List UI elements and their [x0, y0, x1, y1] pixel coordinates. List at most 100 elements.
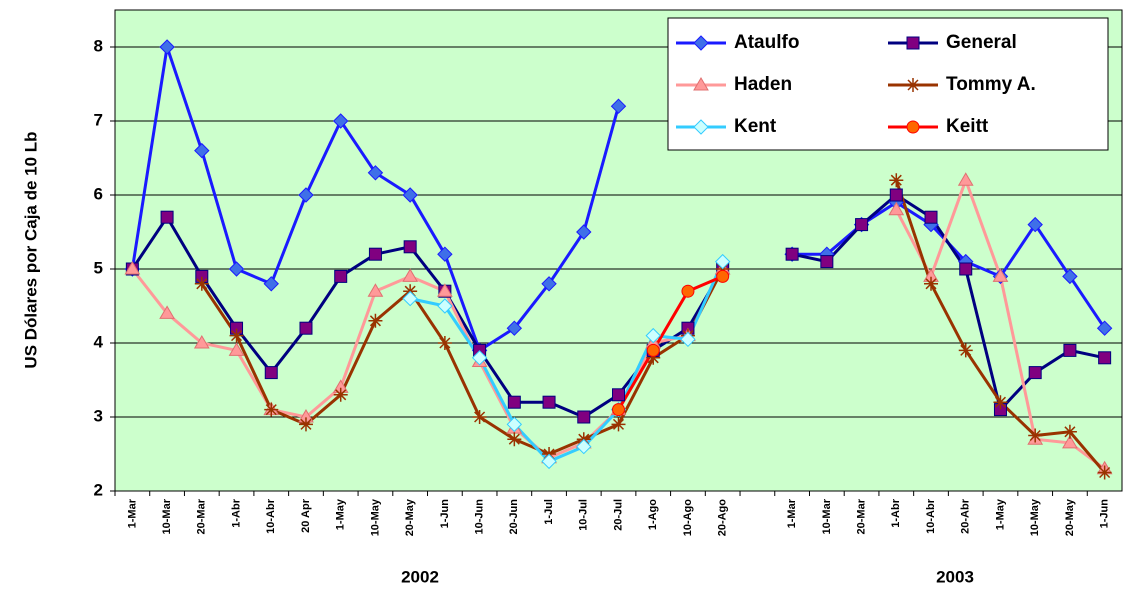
marker — [680, 331, 696, 348]
marker — [437, 246, 453, 262]
x-tick-label: 1-May — [335, 498, 347, 530]
x-tick-label: 20-Jul — [612, 499, 624, 531]
x-tick-label: 1-Abr — [890, 498, 902, 527]
marker — [228, 342, 245, 356]
marker — [264, 402, 279, 417]
marker — [576, 438, 592, 455]
marker — [855, 218, 869, 232]
x-tick-label: 20-Ago — [717, 499, 729, 537]
x-tick-label: 1-Jun — [1099, 499, 1111, 529]
series-line — [791, 193, 1105, 413]
x-tick-label: 1-Mar — [786, 498, 798, 528]
marker — [1097, 465, 1112, 480]
marker — [334, 269, 348, 283]
marker — [541, 453, 557, 470]
y-tick-label: 6 — [94, 184, 103, 203]
x-tick-label: 1-Jun — [439, 499, 451, 529]
marker — [368, 247, 382, 261]
marker — [889, 188, 903, 202]
marker — [368, 313, 383, 328]
marker — [542, 395, 556, 409]
y-tick-label: 3 — [94, 406, 103, 425]
marker — [646, 350, 661, 365]
marker — [402, 268, 419, 282]
x-tick-label: 20 Apr — [300, 498, 312, 533]
marker — [228, 261, 245, 277]
y-tick-label: 4 — [94, 332, 104, 351]
x-tick-label: 10-Mar — [161, 498, 173, 534]
marker — [298, 417, 313, 432]
marker — [612, 403, 625, 417]
marker — [785, 247, 799, 261]
x-tick-label: 20-Mar — [196, 498, 208, 534]
marker — [957, 172, 974, 186]
marker — [1062, 424, 1077, 439]
series-line — [409, 260, 725, 464]
legend-label: Kent — [734, 116, 777, 137]
marker — [506, 320, 523, 336]
legend-label: Haden — [734, 74, 792, 95]
legend-label: Ataulfo — [734, 32, 799, 53]
marker — [159, 305, 175, 319]
marker — [1096, 320, 1113, 336]
marker — [1028, 366, 1042, 380]
marker — [506, 416, 523, 433]
marker — [888, 201, 905, 216]
legend-label: General — [946, 32, 1017, 53]
x-tick-label: 10-Jun — [474, 499, 486, 535]
marker — [541, 276, 557, 292]
marker — [992, 268, 1009, 282]
marker — [333, 387, 348, 402]
x-tick-label: 20-Mar — [855, 498, 867, 534]
marker — [610, 98, 627, 114]
marker — [646, 343, 660, 357]
x-tick-label: 1-Jul — [543, 499, 555, 525]
marker — [471, 350, 488, 366]
legend-item: Tommy A. — [888, 74, 1036, 95]
marker — [958, 343, 973, 358]
marker — [263, 276, 279, 292]
legend-item: Ataulfo — [676, 32, 799, 53]
marker — [437, 298, 453, 314]
marker — [437, 283, 453, 297]
marker — [472, 410, 487, 424]
marker — [1027, 216, 1043, 233]
x-tick-label: 10-Jul — [578, 499, 590, 531]
x-tick-label: 20-May — [1064, 498, 1076, 536]
marker — [1062, 268, 1078, 285]
marker — [507, 432, 522, 447]
marker — [1063, 343, 1077, 357]
marker — [298, 187, 314, 203]
legend-item: General — [888, 32, 1017, 53]
marker — [194, 276, 209, 291]
marker — [1028, 428, 1043, 443]
y-tick-label: 8 — [94, 36, 103, 55]
marker — [681, 284, 695, 298]
marker — [645, 327, 661, 344]
marker — [693, 77, 709, 91]
x-tick-label: 1-Mar — [126, 498, 138, 528]
x-tick-label: 10-Mar — [821, 498, 833, 534]
x-tick-label: 10-Abr — [265, 498, 277, 534]
marker — [124, 261, 141, 275]
marker — [332, 113, 349, 129]
marker — [159, 39, 175, 55]
x-tick-label: 1-Abr — [230, 498, 242, 527]
series-line — [131, 214, 724, 419]
marker — [924, 276, 939, 291]
marker — [437, 336, 452, 350]
marker — [367, 283, 384, 297]
marker — [402, 187, 418, 203]
legend-label: Keitt — [946, 116, 989, 137]
marker — [264, 366, 278, 380]
marker — [403, 240, 417, 254]
legend-item: Haden — [676, 74, 792, 95]
marker — [577, 410, 591, 424]
series-line — [200, 268, 725, 456]
marker — [402, 290, 418, 307]
x-tick-label: 10-May — [1029, 498, 1041, 536]
marker — [906, 36, 920, 50]
x-tick-label: 10-Ago — [682, 499, 694, 537]
marker — [906, 78, 920, 92]
